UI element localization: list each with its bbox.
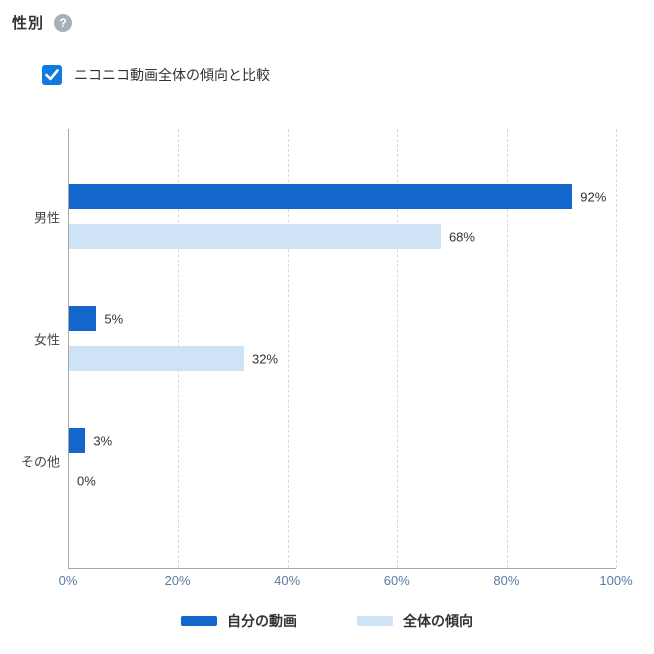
checkbox-checked-icon[interactable]: [42, 65, 62, 85]
bar-全体の傾向: [69, 346, 245, 371]
help-icon[interactable]: ?: [54, 13, 73, 32]
bar-value-label: 68%: [448, 229, 475, 244]
bar-value-label: 3%: [93, 433, 113, 448]
y-axis-labels: 男性女性その他: [12, 129, 62, 569]
gridline: [506, 129, 508, 568]
category-label: その他: [20, 454, 60, 470]
legend-swatch: [357, 616, 393, 626]
plot-area: 92% 68% 5% 32% 3% 0%: [68, 129, 617, 569]
legend-label: 自分の動画: [227, 613, 297, 629]
legend-label: 全体の傾向: [403, 613, 473, 629]
bar-自分の動画: [69, 184, 573, 209]
x-axis-tick-label: 20%: [164, 573, 191, 588]
section-header: 性別 ?: [12, 12, 642, 33]
legend-item: 自分の動画: [181, 611, 297, 631]
gridline: [287, 129, 289, 568]
bar-value-label: 5%: [104, 311, 124, 326]
bar-全体の傾向: [69, 224, 441, 249]
x-axis-tick-label: 100%: [599, 573, 633, 588]
x-axis-tick-label: 0%: [58, 573, 78, 588]
x-axis-tick-label: 60%: [383, 573, 410, 588]
section-title: 性別: [12, 15, 45, 32]
gridline: [397, 129, 399, 568]
category-label: 男性: [33, 210, 60, 226]
compare-checkbox-label: ニコニコ動画全体の傾向と比較: [74, 67, 270, 83]
x-axis-tick-label: 80%: [493, 573, 520, 588]
gridline: [616, 129, 617, 568]
bar-自分の動画: [69, 306, 97, 331]
legend-item: 全体の傾向: [357, 611, 473, 631]
chart-legend: 自分の動画 全体の傾向: [12, 611, 642, 631]
legend-swatch: [181, 616, 217, 626]
bar-value-label: 92%: [580, 189, 607, 204]
gender-bar-chart: 男性女性その他 92% 68% 5% 32% 3% 0% 0% 20% 40% 60% 80% 10…: [12, 129, 642, 595]
bar-value-label: 0%: [77, 473, 96, 488]
x-axis-tick-label: 40%: [274, 573, 301, 588]
x-axis-labels: 0% 20% 40% 60% 80% 100%: [59, 573, 633, 593]
bar-value-label: 32%: [252, 351, 279, 366]
category-label: 女性: [33, 332, 60, 348]
bar-自分の動画: [69, 428, 86, 453]
compare-checkbox-row[interactable]: ニコニコ動画全体の傾向と比較: [42, 65, 270, 85]
